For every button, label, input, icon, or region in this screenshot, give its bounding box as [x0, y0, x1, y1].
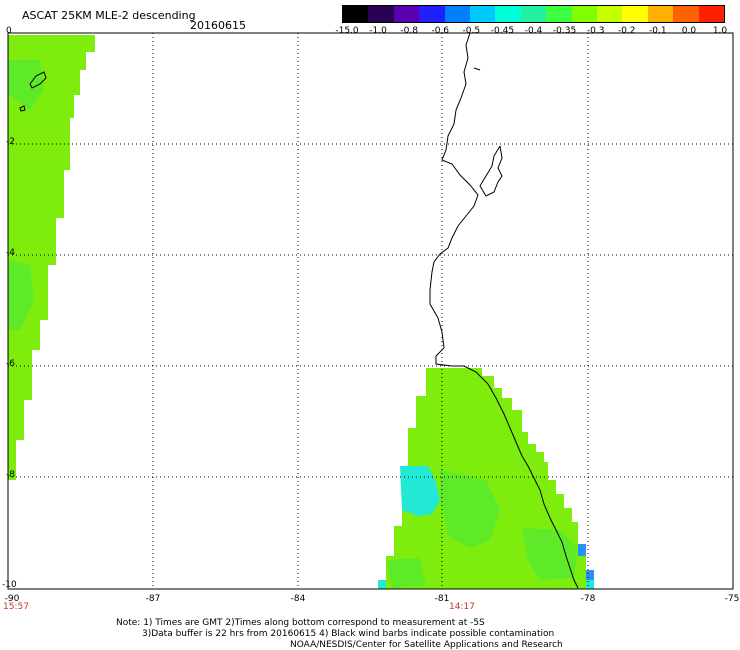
y-tick-5: -10 — [2, 580, 17, 590]
colorbar-label: -0.6 — [431, 26, 450, 36]
time-left: 15:57 — [3, 602, 29, 612]
map-frame — [7, 32, 734, 590]
swath-left-patch — [8, 260, 34, 330]
x-tick-4: -78 — [580, 594, 596, 604]
colorbar-label: -0.45 — [490, 26, 515, 36]
colorbar-label: 0.0 — [681, 26, 697, 36]
colorbar-label: -0.2 — [617, 26, 636, 36]
colorbar-label: -0.5 — [462, 26, 481, 36]
colorbar-segment — [698, 6, 724, 22]
colorbar-label: -0.3 — [586, 26, 605, 36]
swath-right-patch — [386, 558, 426, 588]
x-tick-3: -81 — [434, 594, 450, 604]
colorbar-label: -0.1 — [649, 26, 667, 36]
y-tick-0: 0 — [6, 26, 12, 36]
graticule — [8, 33, 733, 589]
colorbar-segment — [368, 6, 395, 22]
colorbar-label: -0.4 — [524, 26, 543, 36]
map-date: 20160615 — [190, 19, 246, 32]
y-tick-4: -8 — [6, 470, 15, 480]
swath-right-blue-patch — [578, 544, 586, 556]
colorbar-segment — [520, 6, 548, 22]
colorbar-segment — [622, 6, 649, 22]
x-tick-1: -87 — [145, 594, 161, 604]
swath-right-cyan-patch — [586, 580, 594, 589]
colorbar-label: -1.0 — [369, 26, 387, 36]
swath-left-area — [8, 35, 95, 480]
colorbar-segment — [647, 6, 675, 22]
swath-right-patch — [522, 528, 578, 580]
colorbar-segment — [419, 6, 446, 22]
swath-right-blue-patch — [586, 570, 594, 580]
colorbar-label: -0.35 — [552, 26, 577, 36]
colorbar-label: 1.0 — [712, 26, 728, 36]
swath-left — [8, 35, 95, 480]
colorbar-segment — [444, 6, 471, 22]
swath-right — [378, 368, 594, 589]
y-tick-3: -6 — [6, 359, 15, 369]
colorbar-segment — [495, 6, 522, 22]
colorbar-segment — [673, 6, 700, 22]
colorbar — [342, 5, 725, 23]
island-outline — [19, 71, 47, 112]
colorbar-segment — [343, 6, 370, 22]
colorbar-label: -15.0 — [335, 26, 359, 36]
colorbar-segment — [470, 6, 497, 22]
colorbar-segment — [597, 6, 624, 22]
swath-right-cyan-patch — [378, 580, 386, 589]
y-tick-2: -4 — [6, 248, 15, 258]
time-center: 14:17 — [449, 602, 475, 612]
gulf-of-guayaquil — [473, 67, 503, 197]
swath-right-patch — [440, 470, 500, 548]
x-tick-0: -90 — [4, 594, 20, 604]
colorbar-segment — [546, 6, 573, 22]
swath-right-cyan-patch — [400, 466, 440, 516]
colorbar-segment — [393, 6, 421, 22]
coastline — [429, 32, 579, 589]
colorbar-segment — [571, 6, 598, 22]
swath-left-patch — [8, 60, 44, 110]
note-line-2: 3)Data buffer is 22 hrs from 20160615 4)… — [142, 629, 555, 639]
note-line-3: NOAA/NESDIS/Center for Satellite Applica… — [290, 640, 563, 650]
x-tick-5: -75 — [724, 594, 740, 604]
y-tick-1: -2 — [6, 137, 15, 147]
x-tick-2: -84 — [290, 594, 306, 604]
colorbar-label: -0.8 — [400, 26, 418, 36]
map-title: ASCAT 25KM MLE-2 descending — [22, 9, 196, 22]
note-line-1: Note: 1) Times are GMT 2)Times along bot… — [116, 618, 485, 628]
